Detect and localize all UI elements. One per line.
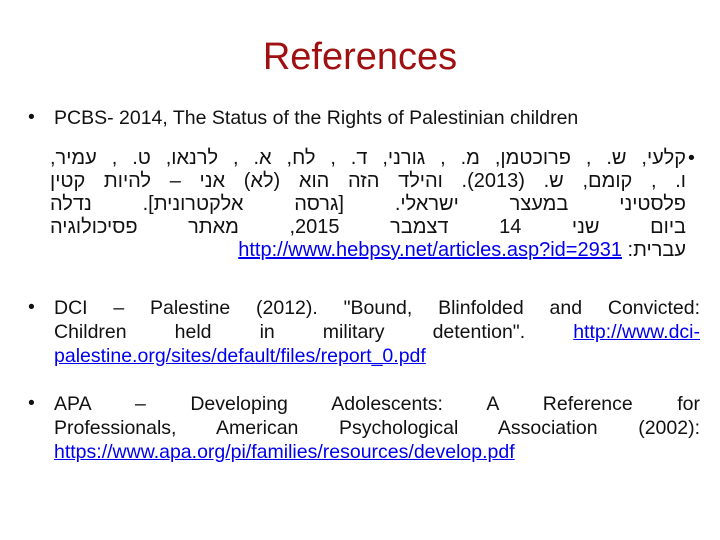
reference-line: ביום שני 14 דצמבר 2015, מאתר פסיכולוגיה [50,216,687,238]
dci-link-continued[interactable]: palestine.org/sites/default/files/report… [54,345,426,367]
reference-line: DCI – Palestine (2012). "Bound, Blinfold… [54,297,700,319]
bullet-icon: • [688,147,695,169]
reference-line: Professionals, American Psychological As… [54,417,700,439]
reference-text: עברית: [627,239,686,261]
bullet-icon: • [28,296,35,318]
hebrew-reference-text: קלעי, ש. , פרוכטמן, מ. , גורני, ד. , לח,… [50,147,686,262]
reference-line: https://www.apa.org/pi/families/resource… [54,440,700,464]
reference-line: APA – Developing Adolescents: A Referenc… [54,393,700,415]
reference-line: פלסטיני במעצר ישראלי. [גרסה אלקטרונית]. … [50,193,686,215]
reference-line: קלעי, ש. , פרוכטמן, מ. , גורני, ד. , לח,… [50,147,686,169]
reference-line: עברית: http://www.hebpsy.net/articles.as… [50,239,686,262]
slide-title: References [262,36,458,78]
reference-line: ו. , קומם, ש. (2013). והילד הזה הוא (לא)… [50,170,686,192]
reference-text: Children held in military detention". [54,321,526,343]
dci-link[interactable]: http://www.dci- [573,321,700,343]
hebpsy-link[interactable]: http://www.hebpsy.net/articles.asp?id=29… [238,239,622,261]
reference-line: Children held in military detention". ht… [54,320,700,344]
bullet-icon: • [28,392,35,414]
reference-text: PCBS- 2014, The Status of the Rights of … [54,107,579,129]
reference-line: palestine.org/sites/default/files/report… [54,344,700,368]
bullet-icon: • [28,106,35,128]
apa-link[interactable]: https://www.apa.org/pi/families/resource… [54,441,515,463]
